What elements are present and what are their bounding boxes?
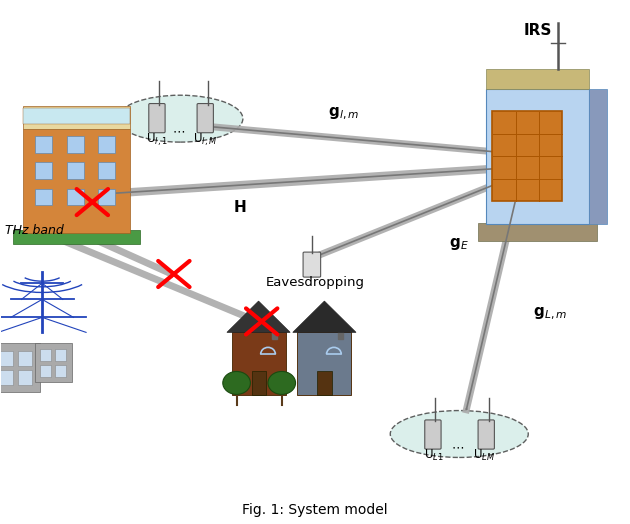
Polygon shape (486, 89, 590, 224)
Text: $\cdots$: $\cdots$ (452, 441, 464, 454)
Text: $\mathbf{g}_{E}$: $\mathbf{g}_{E}$ (449, 236, 469, 252)
FancyBboxPatch shape (303, 252, 321, 277)
Polygon shape (590, 89, 607, 224)
FancyBboxPatch shape (0, 370, 13, 385)
FancyBboxPatch shape (18, 370, 32, 385)
FancyBboxPatch shape (98, 162, 115, 179)
FancyBboxPatch shape (232, 332, 285, 396)
Text: $\cdots$: $\cdots$ (173, 124, 185, 137)
Text: $\mathrm{U}_{l,1}$: $\mathrm{U}_{l,1}$ (146, 132, 168, 148)
Polygon shape (293, 301, 356, 332)
FancyBboxPatch shape (67, 162, 84, 179)
Polygon shape (486, 69, 590, 89)
FancyBboxPatch shape (0, 351, 13, 366)
Polygon shape (227, 301, 290, 332)
FancyBboxPatch shape (318, 370, 332, 396)
Text: $\mathrm{U}_{LM}$: $\mathrm{U}_{LM}$ (473, 449, 495, 463)
FancyBboxPatch shape (297, 332, 352, 396)
Text: Eavesdropping: Eavesdropping (265, 276, 365, 289)
Polygon shape (23, 129, 130, 233)
FancyBboxPatch shape (40, 349, 51, 361)
FancyBboxPatch shape (18, 351, 32, 366)
Text: $\mathbf{g}_{l,m}$: $\mathbf{g}_{l,m}$ (328, 105, 359, 122)
Polygon shape (23, 108, 130, 124)
FancyBboxPatch shape (35, 189, 52, 205)
Circle shape (223, 372, 250, 395)
FancyBboxPatch shape (251, 370, 266, 396)
Text: $\mathrm{U}_{L1}$: $\mathrm{U}_{L1}$ (424, 449, 444, 463)
Polygon shape (272, 321, 277, 339)
Polygon shape (0, 343, 40, 392)
FancyBboxPatch shape (55, 365, 66, 377)
Polygon shape (35, 343, 72, 382)
FancyBboxPatch shape (149, 104, 165, 133)
FancyBboxPatch shape (35, 136, 52, 153)
FancyBboxPatch shape (197, 104, 214, 133)
Text: $\mathbf{g}_{L,m}$: $\mathbf{g}_{L,m}$ (533, 306, 567, 322)
FancyBboxPatch shape (67, 189, 84, 205)
Text: THz band: THz band (4, 224, 63, 237)
Text: $\mathbf{H}$: $\mathbf{H}$ (233, 199, 246, 215)
FancyBboxPatch shape (478, 420, 495, 449)
FancyBboxPatch shape (40, 365, 51, 377)
FancyBboxPatch shape (98, 189, 115, 205)
Text: IRS: IRS (524, 23, 552, 38)
Text: Fig. 1: System model: Fig. 1: System model (242, 504, 388, 517)
FancyBboxPatch shape (13, 230, 140, 244)
FancyBboxPatch shape (478, 223, 597, 242)
FancyBboxPatch shape (425, 420, 441, 449)
FancyBboxPatch shape (67, 136, 84, 153)
FancyBboxPatch shape (35, 162, 52, 179)
FancyBboxPatch shape (492, 112, 563, 201)
Polygon shape (23, 106, 130, 129)
Ellipse shape (390, 410, 529, 457)
Text: $\mathrm{U}_{l,M}$: $\mathrm{U}_{l,M}$ (193, 132, 217, 148)
FancyBboxPatch shape (55, 349, 66, 361)
Polygon shape (338, 321, 343, 339)
FancyBboxPatch shape (98, 136, 115, 153)
Circle shape (268, 372, 295, 395)
Ellipse shape (117, 95, 243, 142)
